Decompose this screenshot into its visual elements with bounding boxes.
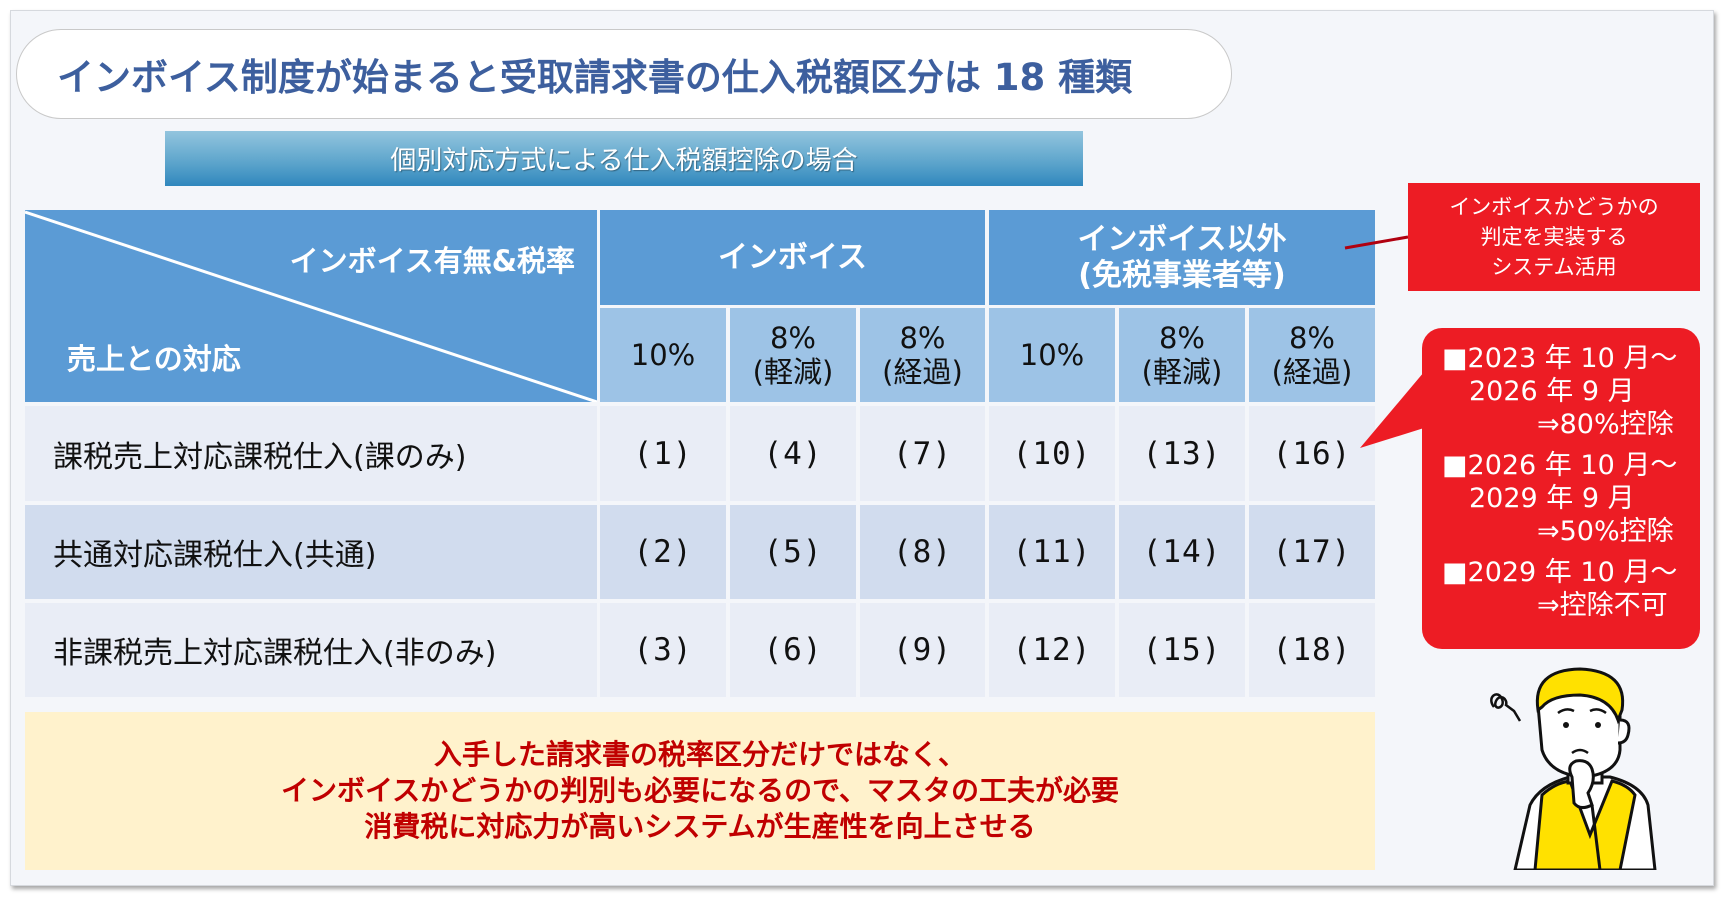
row-label: 共通対応課税仕入(共通) [25,505,597,599]
diagonal-divider [25,210,597,402]
table-cell: (13) [1119,406,1245,501]
table-cell: (12) [989,603,1115,697]
conclusion-note: 入手した請求書の税率区分だけではなく、 インボイスかどうかの判別も必要になるので… [25,712,1375,870]
row-label: 非課税売上対応課税仕入(非のみ) [25,603,597,697]
table-cell: (10) [989,406,1115,501]
table-cell: (16) [1249,406,1375,501]
period-block: ■2029 年 10 月～ ⇒控除不可 [1442,557,1678,621]
page-title: インボイス制度が始まると受取請求書の仕入税額区分は 18 種類 [57,56,1133,99]
rate-header: 8% (経過) [1249,308,1375,402]
group-header-non-invoice: インボイス以外 (免税事業者等) [989,210,1375,305]
table-cell: (18) [1249,603,1375,697]
rate-header: 10% [600,308,726,402]
worried-person-illustration [1490,667,1657,870]
table-cell: (2) [600,505,726,599]
subtitle-banner: 個別対応方式による仕入税額控除の場合 [165,131,1083,186]
rate-header: 8% (経過) [860,308,985,402]
row-label: 課税売上対応課税仕入(課のみ) [25,406,597,501]
table-cell: (15) [1119,603,1245,697]
group-header-invoice: インボイス [600,210,985,305]
transition-period-callout: ■2023 年 10 月～ 2026 年 9 月 ⇒80%控除 ■2026 年 … [1422,328,1700,649]
row-axis-label: 売上との対応 [67,342,241,376]
rate-header: 8% (軽減) [1119,308,1245,402]
title-banner: インボイス制度が始まると受取請求書の仕入税額区分は 18 種類 [16,29,1232,119]
table-cell: (4) [730,406,856,501]
period-block: ■2023 年 10 月～ 2026 年 9 月 ⇒80%控除 [1442,343,1678,440]
rate-header: 8% (軽減) [730,308,856,402]
table-cell: (14) [1119,505,1245,599]
table-cell: (8) [860,505,985,599]
subtitle: 個別対応方式による仕入税額控除の場合 [390,146,858,176]
table-cell: (3) [600,603,726,697]
table-cell: (1) [600,406,726,501]
table-corner-cell: インボイス有無&税率 売上との対応 [25,210,597,402]
rate-header: 10% [989,308,1115,402]
column-axis-label: インボイス有無&税率 [289,244,575,278]
confusion-scribble-icon [1490,693,1522,722]
table-cell: (6) [730,603,856,697]
table-cell: (9) [860,603,985,697]
table-cell: (17) [1249,505,1375,599]
table-cell: (7) [860,406,985,501]
table-cell: (11) [989,505,1115,599]
system-note-box: インボイスかどうかの 判定を実装する システム活用 [1408,183,1700,291]
table-cell: (5) [730,505,856,599]
period-block: ■2026 年 10 月～ 2029 年 9 月 ⇒50%控除 [1442,450,1678,547]
